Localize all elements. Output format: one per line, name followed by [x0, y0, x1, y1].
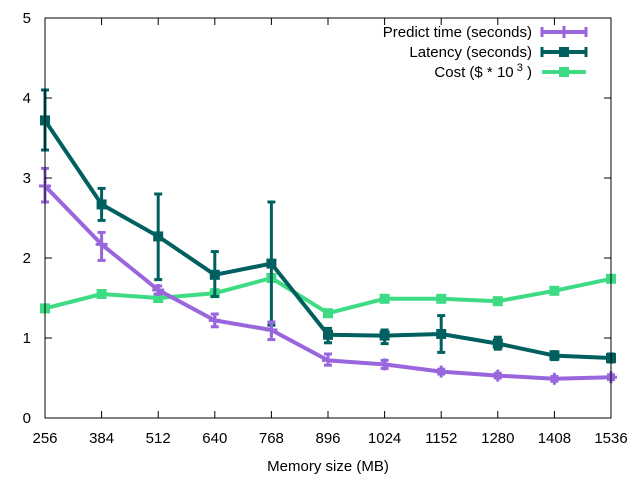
data-point: [266, 258, 277, 269]
legend-entry: Latency (seconds): [409, 44, 588, 61]
data-point: [549, 350, 560, 361]
x-tick-label: 1280: [481, 430, 514, 447]
legend-entry: Predict time (seconds): [383, 24, 588, 41]
data-point: [492, 296, 503, 307]
data-point: [379, 330, 390, 341]
legend-swatch-marker: [559, 47, 569, 57]
legend-label: Cost ($ * 10 3 ): [434, 62, 532, 81]
x-axis-title: Memory size (MB): [267, 458, 389, 475]
data-point: [549, 285, 560, 296]
y-tick-label: 4: [23, 90, 31, 107]
data-point: [96, 289, 107, 299]
data-point: [96, 199, 107, 210]
y-tick-label: 5: [23, 10, 31, 27]
data-point: [153, 293, 164, 303]
data-point: [436, 293, 447, 304]
y-tick-label: 0: [23, 410, 31, 427]
legend-label: Latency (seconds): [409, 44, 532, 61]
y-tick-label: 2: [23, 250, 31, 267]
x-tick-label: 1536: [594, 430, 627, 447]
data-point: [153, 231, 164, 242]
legend-swatch-marker: [559, 67, 569, 77]
legend-entry: Cost ($ * 10 3 ): [434, 62, 586, 81]
tick-layer: 0 1 2 3 4 5 256 384 512 640 768 896 1024 1152 1280 1408…: [23, 10, 628, 447]
x-tick-label: 256: [32, 430, 57, 447]
x-tick-label: 512: [146, 430, 171, 447]
data-point: [323, 308, 333, 319]
legend: Predict time (seconds) Latency (seconds)C…: [383, 24, 588, 81]
x-tick-label: 896: [315, 430, 340, 447]
y-tick-label: 1: [23, 330, 31, 347]
series-layer: [39, 88, 617, 385]
data-point: [323, 329, 333, 340]
legend-label: Predict time (seconds): [383, 24, 532, 41]
data-point: [379, 293, 390, 304]
x-tick-label: 1152: [425, 430, 457, 447]
data-point: [209, 269, 220, 280]
x-tick-label: 1024: [368, 430, 401, 447]
x-tick-label: 1408: [538, 430, 571, 447]
data-point: [492, 338, 503, 349]
x-tick-label: 384: [89, 430, 114, 447]
data-point: [436, 329, 447, 339]
x-tick-label: 768: [259, 430, 284, 447]
x-tick-label: 640: [202, 430, 227, 447]
y-tick-label: 3: [23, 170, 31, 187]
